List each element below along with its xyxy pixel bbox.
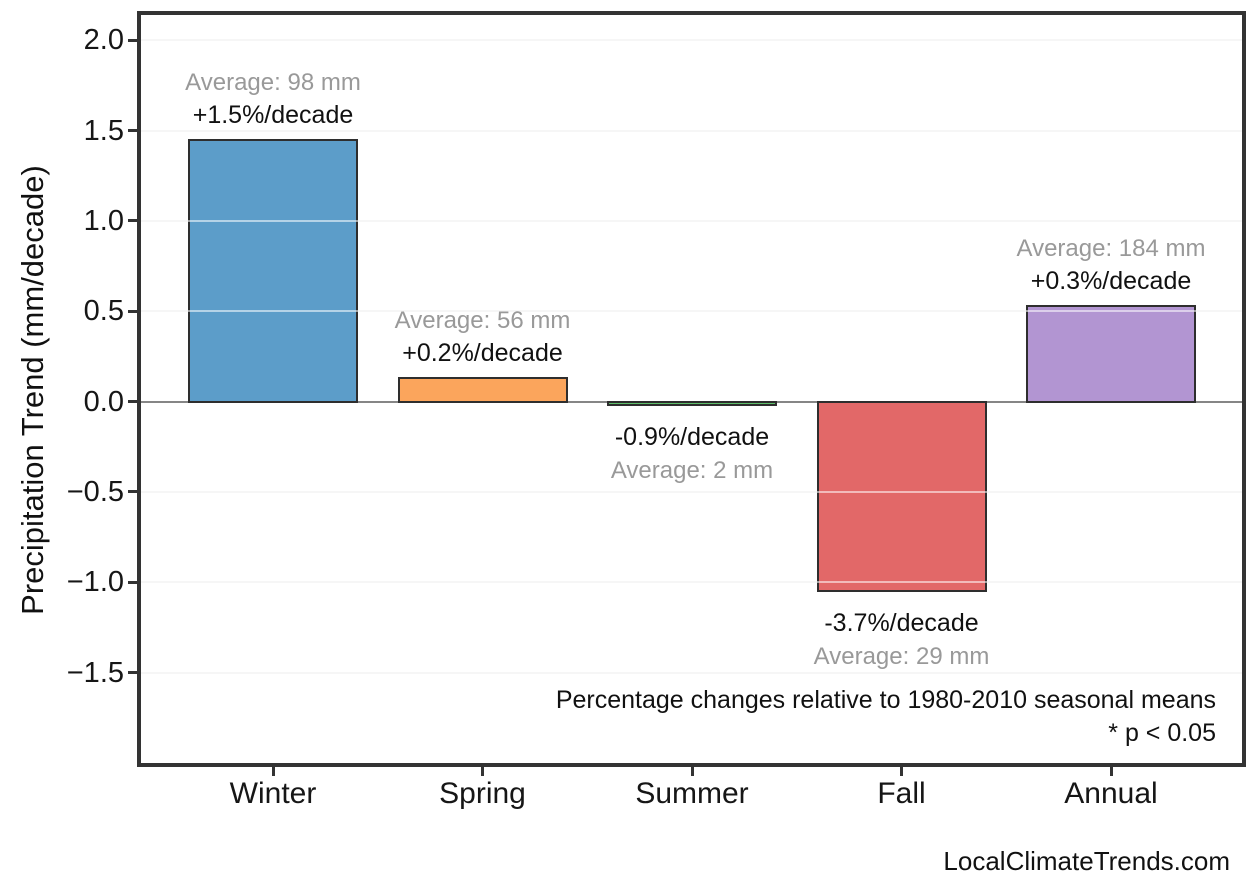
caption-line-2: * p < 0.05 <box>1108 719 1216 747</box>
y-tick-label: 1.0 <box>83 204 124 237</box>
x-axis-tick <box>900 767 903 776</box>
caption-line-1: Percentage changes relative to 1980-2010… <box>555 686 1216 714</box>
bar-spring <box>397 377 568 403</box>
y-axis-tick <box>128 490 137 494</box>
annotation-fall: -3.7%/decade Average: 29 mm <box>722 607 1082 673</box>
annotation-average: Average: 98 mm <box>185 68 361 96</box>
x-axis-tick <box>271 767 275 776</box>
annotation-trend: +0.2%/decade <box>402 339 563 368</box>
annotation-trend: -3.7%/decade <box>824 609 979 638</box>
y-axis-tick <box>128 400 137 404</box>
bar-annual <box>1026 304 1196 403</box>
annotation-average: Average: 2 mm <box>610 457 774 485</box>
y-tick-label: −0.5 <box>66 475 124 508</box>
annotation-average: Average: 184 mm <box>1016 234 1206 262</box>
y-axis-tick <box>128 129 137 133</box>
x-category-label-fall: Fall <box>877 777 926 810</box>
gridline-highlight <box>141 581 1242 584</box>
caption: Percentage changes relative to 1980-2010… <box>556 684 1216 750</box>
y-tick-label: −1.5 <box>66 656 124 689</box>
y-tick-label: 0.5 <box>83 295 124 328</box>
y-axis-tick <box>128 580 137 584</box>
plot-area <box>137 11 1246 767</box>
y-axis-tick <box>128 38 137 42</box>
bar-winter <box>188 138 358 403</box>
y-axis-tick <box>128 671 137 675</box>
gridline-highlight <box>141 310 1242 313</box>
x-category-label-annual: Annual <box>1064 777 1158 810</box>
x-category-label-summer: Summer <box>635 777 749 810</box>
annotation-summer: -0.9%/decade Average: 2 mm <box>512 421 872 487</box>
annotation-average: Average: 29 mm <box>813 643 990 671</box>
x-axis-tick <box>481 767 484 776</box>
annotation-trend: +1.5%/decade <box>192 100 354 129</box>
annotation-trend: -0.9%/decade <box>614 423 770 452</box>
y-tick-label: 1.5 <box>83 114 124 147</box>
y-tick-label: −1.0 <box>66 566 124 599</box>
gridline-highlight <box>141 490 1242 493</box>
x-axis-tick <box>1109 767 1113 776</box>
gridline-highlight <box>141 219 1242 222</box>
x-axis-tick <box>690 767 694 776</box>
y-tick-label: 0.0 <box>83 385 124 418</box>
annotation-winter: Average: 98 mm +1.5%/decade <box>93 66 453 132</box>
y-axis-tick <box>128 219 137 223</box>
bar-fall <box>816 400 987 593</box>
footer-watermark: LocalClimateTrends.com <box>943 846 1230 876</box>
bar-summer <box>607 400 777 407</box>
annotation-average: Average: 56 mm <box>394 307 571 335</box>
y-axis-tick <box>128 309 137 313</box>
annotation-trend: +0.3%/decade <box>1030 266 1192 295</box>
x-category-label-spring: Spring <box>439 777 526 810</box>
x-category-label-winter: Winter <box>229 777 317 810</box>
y-tick-label: 2.0 <box>83 24 124 57</box>
gridline-highlight <box>141 671 1242 674</box>
annotation-spring: Average: 56 mm +0.2%/decade <box>303 304 663 370</box>
gridline-highlight <box>141 39 1242 42</box>
annotation-annual: Average: 184 mm +0.3%/decade <box>931 232 1258 298</box>
gridline-highlight <box>141 129 1242 132</box>
